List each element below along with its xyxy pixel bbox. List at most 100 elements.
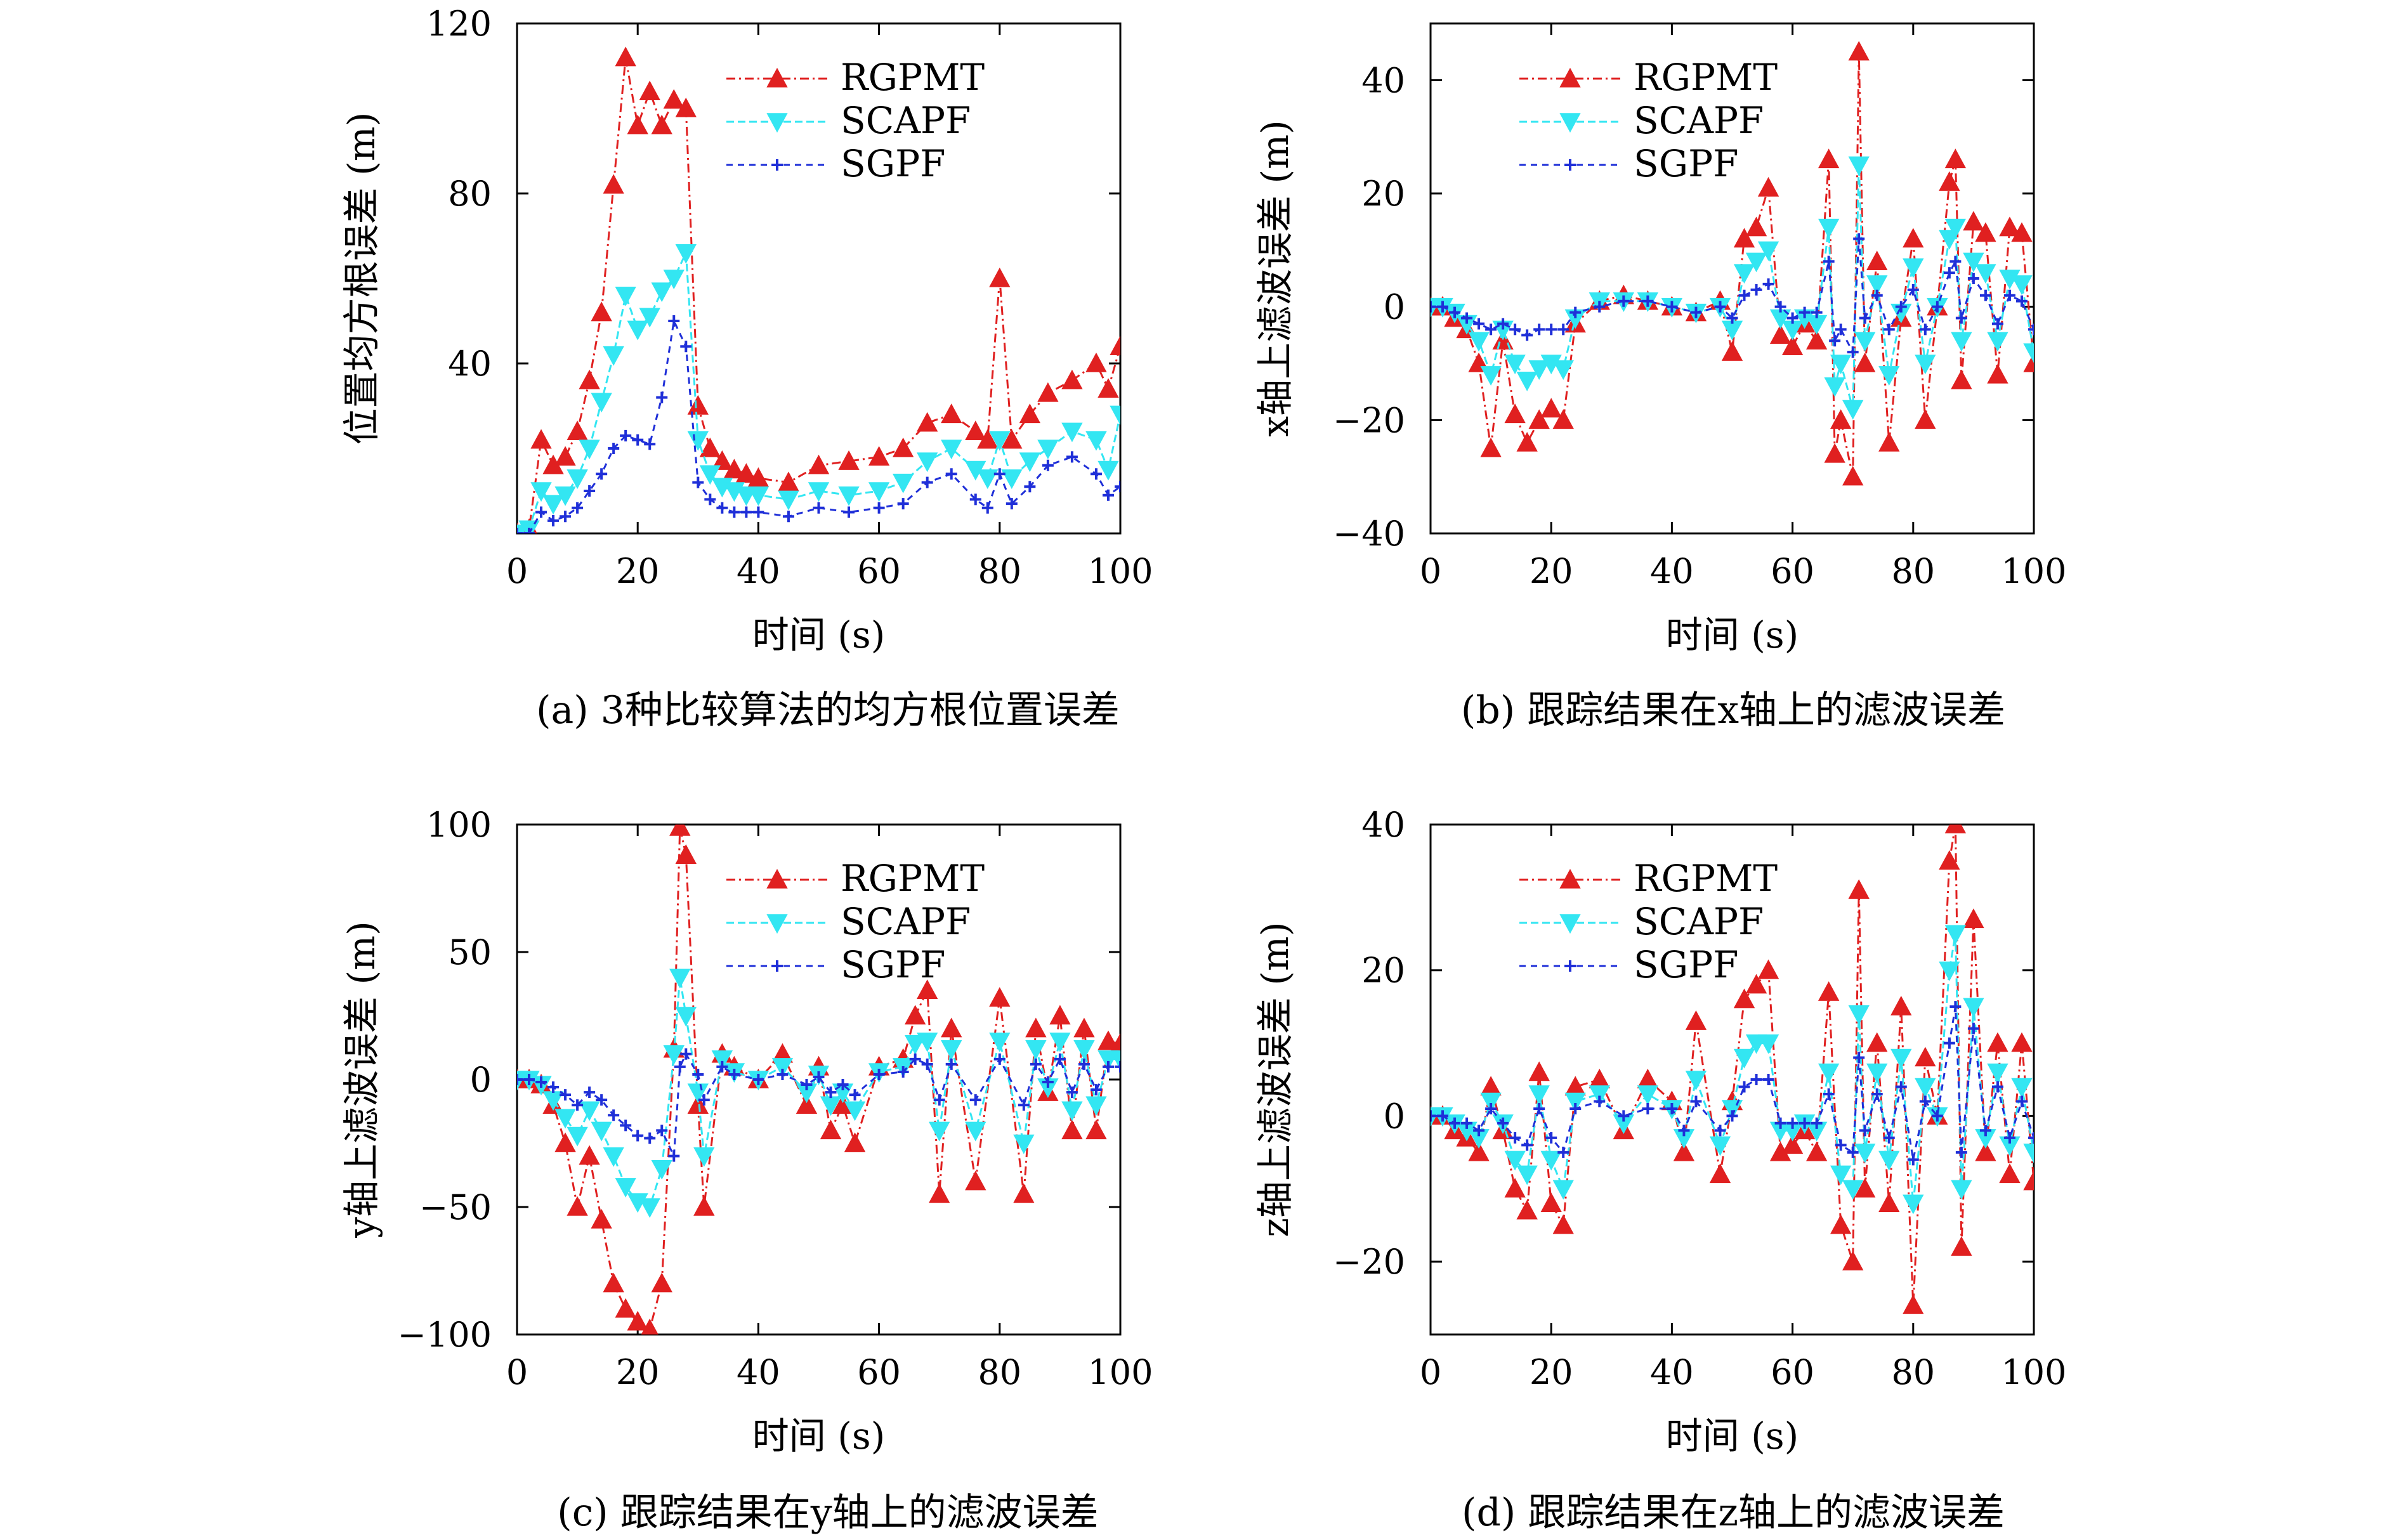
data-point-marker xyxy=(554,486,576,506)
data-point-marker xyxy=(1733,264,1755,284)
data-point-marker xyxy=(1903,258,1924,278)
data-point-marker xyxy=(1967,1022,1979,1034)
data-point-marker xyxy=(1919,323,1931,336)
x-tick-label: 80 xyxy=(978,1352,1021,1392)
data-point-marker xyxy=(1955,312,1967,324)
data-point-marker xyxy=(1449,1117,1461,1129)
data-point-marker xyxy=(1528,360,1550,381)
data-point-marker xyxy=(1552,409,1574,429)
x-tick-label: 20 xyxy=(616,551,660,591)
data-point-marker xyxy=(1480,1092,1502,1113)
data-point-marker xyxy=(1042,459,1054,471)
legend-marker xyxy=(766,67,788,88)
data-point-marker xyxy=(1468,332,1490,352)
data-point-marker xyxy=(1798,1117,1811,1129)
data-point-marker xyxy=(1979,289,1991,301)
data-point-marker xyxy=(627,1310,648,1331)
data-point-marker xyxy=(1552,360,1574,381)
data-point-marker xyxy=(1509,323,1521,336)
data-point-marker xyxy=(1018,1099,1030,1111)
data-point-marker xyxy=(1733,988,1755,1008)
data-point-marker xyxy=(1504,1178,1526,1198)
data-point-marker xyxy=(579,1145,600,1165)
data-point-marker xyxy=(1848,879,1870,899)
data-point-marker xyxy=(651,114,672,134)
legend-label: RGPMT xyxy=(1634,56,1778,99)
data-point-marker xyxy=(1569,306,1582,318)
data-point-marker xyxy=(693,1196,715,1216)
data-point-marker xyxy=(584,1086,596,1099)
data-point-marker xyxy=(771,1058,794,1078)
legend-label: SGPF xyxy=(1634,142,1738,185)
x-tick-label: 100 xyxy=(1087,551,1153,591)
data-point-marker xyxy=(1999,1163,2021,1184)
data-point-marker xyxy=(1545,323,1557,336)
data-point-marker xyxy=(965,421,986,440)
data-point-marker xyxy=(627,320,648,341)
data-point-marker xyxy=(2023,343,2034,363)
data-point-marker xyxy=(530,482,552,502)
data-point-marker xyxy=(808,454,830,474)
data-point-marker xyxy=(579,369,600,389)
data-point-marker xyxy=(560,1089,572,1101)
data-point-marker xyxy=(1042,1076,1054,1088)
data-point-marker xyxy=(1818,148,1840,169)
x-tick-label: 80 xyxy=(1891,1352,1935,1392)
data-point-marker xyxy=(735,463,757,483)
data-point-marker xyxy=(2015,1095,2028,1107)
data-point-marker xyxy=(1110,336,1120,355)
data-point-marker xyxy=(1738,289,1750,301)
data-point-marker xyxy=(993,1053,1006,1065)
data-point-marker xyxy=(632,434,644,446)
data-point-marker xyxy=(1853,1052,1865,1064)
data-point-marker xyxy=(1987,363,2008,384)
data-point-marker xyxy=(518,520,540,533)
data-point-marker xyxy=(663,270,685,290)
y-axis-title: 位置均方根误差 (m) xyxy=(340,112,383,445)
data-point-marker xyxy=(1757,176,1779,197)
legend-label: RGPMT xyxy=(841,857,985,900)
legend-marker xyxy=(771,960,783,972)
data-point-marker xyxy=(1915,1078,1936,1098)
x-tick-label: 20 xyxy=(1530,551,1573,591)
data-point-marker xyxy=(778,490,799,511)
data-point-marker xyxy=(1721,341,1743,361)
data-point-marker xyxy=(740,506,752,518)
data-point-marker xyxy=(1533,323,1545,336)
data-point-marker xyxy=(1786,1117,1798,1129)
data-point-marker xyxy=(945,468,957,480)
data-point-marker xyxy=(603,346,624,366)
data-point-marker xyxy=(1951,369,1972,389)
data-point-marker xyxy=(1115,1060,1120,1073)
series-sgpf xyxy=(1431,1001,2034,1166)
data-point-marker xyxy=(1951,1236,1972,1256)
data-point-marker xyxy=(608,1109,620,1121)
y-tick-label: 0 xyxy=(470,1060,492,1100)
data-point-marker xyxy=(1805,330,1828,350)
data-point-marker xyxy=(615,46,636,67)
data-point-marker xyxy=(674,1060,686,1073)
data-point-marker xyxy=(1824,443,1845,463)
data-point-marker xyxy=(1823,1088,1835,1100)
y-axis-title: x轴上滤波误差 (m) xyxy=(1254,120,1297,436)
data-point-marker xyxy=(535,506,547,518)
x-tick-label: 0 xyxy=(1420,1352,1441,1392)
data-point-marker xyxy=(1726,1110,1738,1122)
data-point-marker xyxy=(1037,382,1059,402)
series-sgpf xyxy=(517,1048,1120,1162)
data-point-marker xyxy=(1726,312,1738,324)
data-point-marker xyxy=(1866,275,1888,296)
chart-panel-2: 0 20 40 60 80 100 −40 −20 0 20 40 时间 (s) x轴上滤波误差 (m)… xyxy=(1254,22,2067,733)
y-tick-label: −100 xyxy=(398,1315,492,1355)
data-point-marker xyxy=(1824,377,1845,397)
chart-panel-3: 0 20 40 60 80 100 −100 −50 0 50 100 时间 (s) y轴上滤波误差 (… xyxy=(340,805,1153,1535)
data-point-marker xyxy=(1102,1060,1114,1073)
data-point-marker xyxy=(675,244,697,264)
x-tick-label: 40 xyxy=(737,1352,780,1392)
series-scapf xyxy=(517,969,1120,1218)
data-point-marker xyxy=(1714,301,1726,313)
data-point-marker xyxy=(941,440,962,460)
data-point-marker xyxy=(1774,301,1786,313)
data-point-marker xyxy=(517,1074,523,1085)
